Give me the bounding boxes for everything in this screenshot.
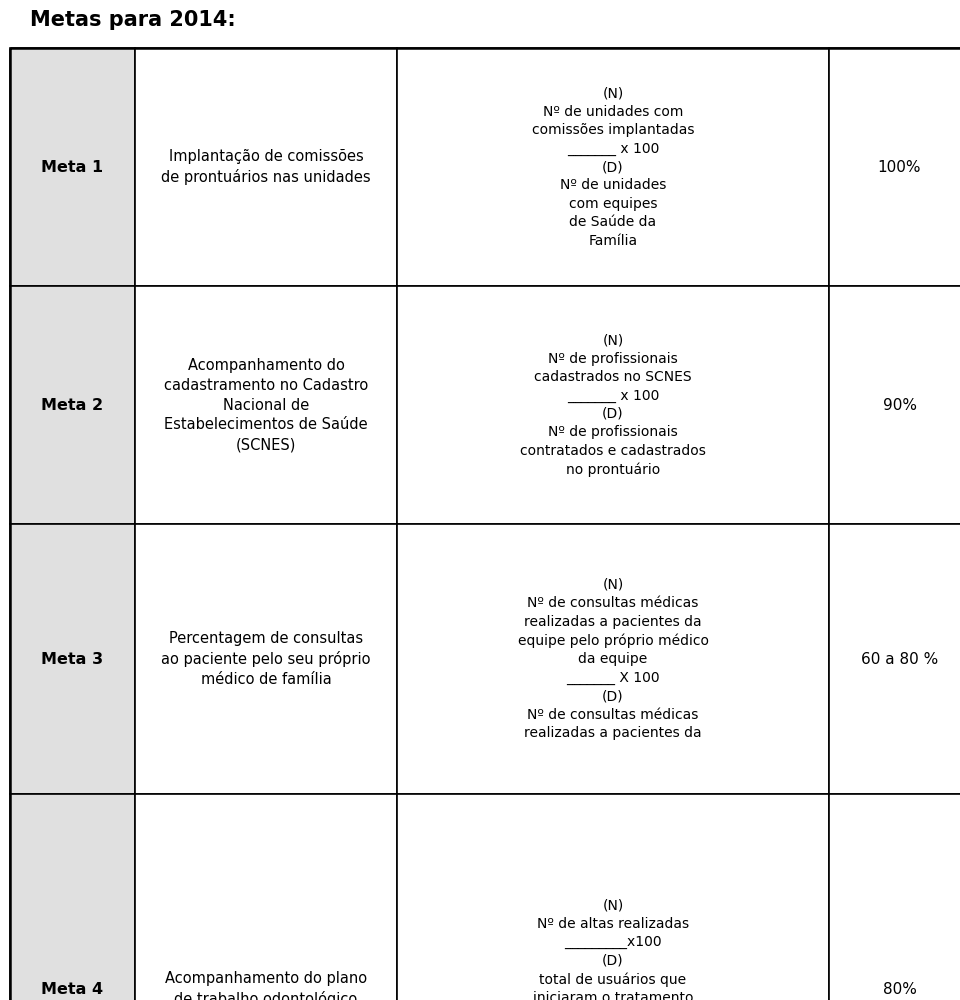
Bar [829, 524, 960, 794]
Text: Meta 1: Meta 1 [41, 159, 104, 174]
Text: 80%: 80% [882, 982, 917, 996]
Text: 90%: 90% [882, 397, 917, 412]
Text: 60 a 80 %: 60 a 80 % [861, 652, 938, 666]
Bar [829, 48, 960, 286]
Text: Implantação de comissões
de prontuários nas unidades: Implantação de comissões de prontuários … [161, 149, 371, 185]
Text: Metas para 2014:: Metas para 2014: [30, 10, 236, 30]
Bar [10, 524, 135, 794]
Text: Percentagem de consultas
ao paciente pelo seu próprio
médico de família: Percentagem de consultas ao paciente pel… [161, 631, 371, 687]
Bar [10, 794, 135, 1000]
Bar [10, 48, 135, 286]
Bar [10, 286, 135, 524]
Bar [135, 48, 397, 286]
Bar [135, 524, 397, 794]
Bar [829, 794, 960, 1000]
Text: (N)
Nº de altas realizadas
_________x100
(D)
total de usuários que
iniciaram o t: (N) Nº de altas realizadas _________x100… [533, 898, 693, 1000]
Text: Meta 4: Meta 4 [41, 982, 104, 996]
Text: Meta 2: Meta 2 [41, 397, 104, 412]
Text: (N)
Nº de unidades com
comissões implantadas
_______ x 100
(D)
Nº de unidades
co: (N) Nº de unidades com comissões implant… [532, 86, 694, 248]
Bar [829, 286, 960, 524]
Bar [397, 524, 829, 794]
Text: Acompanhamento do
cadastramento no Cadastro
Nacional de
Estabelecimentos de Saúd: Acompanhamento do cadastramento no Cadas… [164, 358, 368, 452]
Text: Meta 3: Meta 3 [41, 652, 104, 666]
Bar [135, 286, 397, 524]
Text: Acompanhamento do plano
de trabalho odontológico: Acompanhamento do plano de trabalho odon… [165, 971, 367, 1000]
Text: (N)
Nº de consultas médicas
realizadas a pacientes da
equipe pelo próprio médico: (N) Nº de consultas médicas realizadas a… [517, 578, 708, 740]
Bar [397, 794, 829, 1000]
Text: (N)
Nº de profissionais
cadastrados no SCNES
_______ x 100
(D)
Nº de profissiona: (N) Nº de profissionais cadastrados no S… [520, 333, 706, 477]
Bar [397, 48, 829, 286]
Text: 100%: 100% [877, 159, 922, 174]
Bar [135, 794, 397, 1000]
Bar [397, 286, 829, 524]
